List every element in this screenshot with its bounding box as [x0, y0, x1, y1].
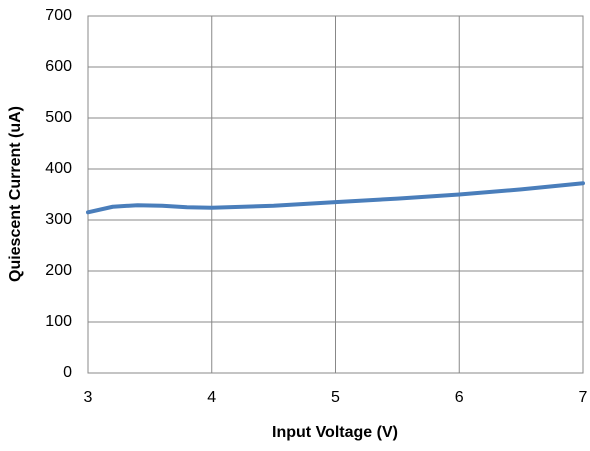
y-tick-label: 100 — [45, 313, 72, 330]
y-tick-label: 300 — [45, 211, 72, 228]
y-tick-label: 500 — [45, 109, 72, 126]
x-tick-label: 5 — [331, 389, 340, 406]
y-tick-label: 0 — [63, 364, 72, 381]
y-axis-title: Quiescent Current (uA) — [7, 106, 24, 282]
plot-border — [87, 15, 584, 374]
y-tick-label: 600 — [45, 58, 72, 75]
x-tick-label: 7 — [579, 389, 588, 406]
y-tick-label: 400 — [45, 160, 72, 177]
x-tick-label: 4 — [207, 389, 216, 406]
data-line — [86, 181, 585, 215]
x-tick-label: 3 — [84, 389, 93, 406]
x-axis-title: Input Voltage (V) — [272, 424, 398, 441]
y-tick-label: 200 — [45, 262, 72, 279]
y-tick-label: 700 — [45, 7, 72, 24]
x-tick-label: 6 — [455, 389, 464, 406]
